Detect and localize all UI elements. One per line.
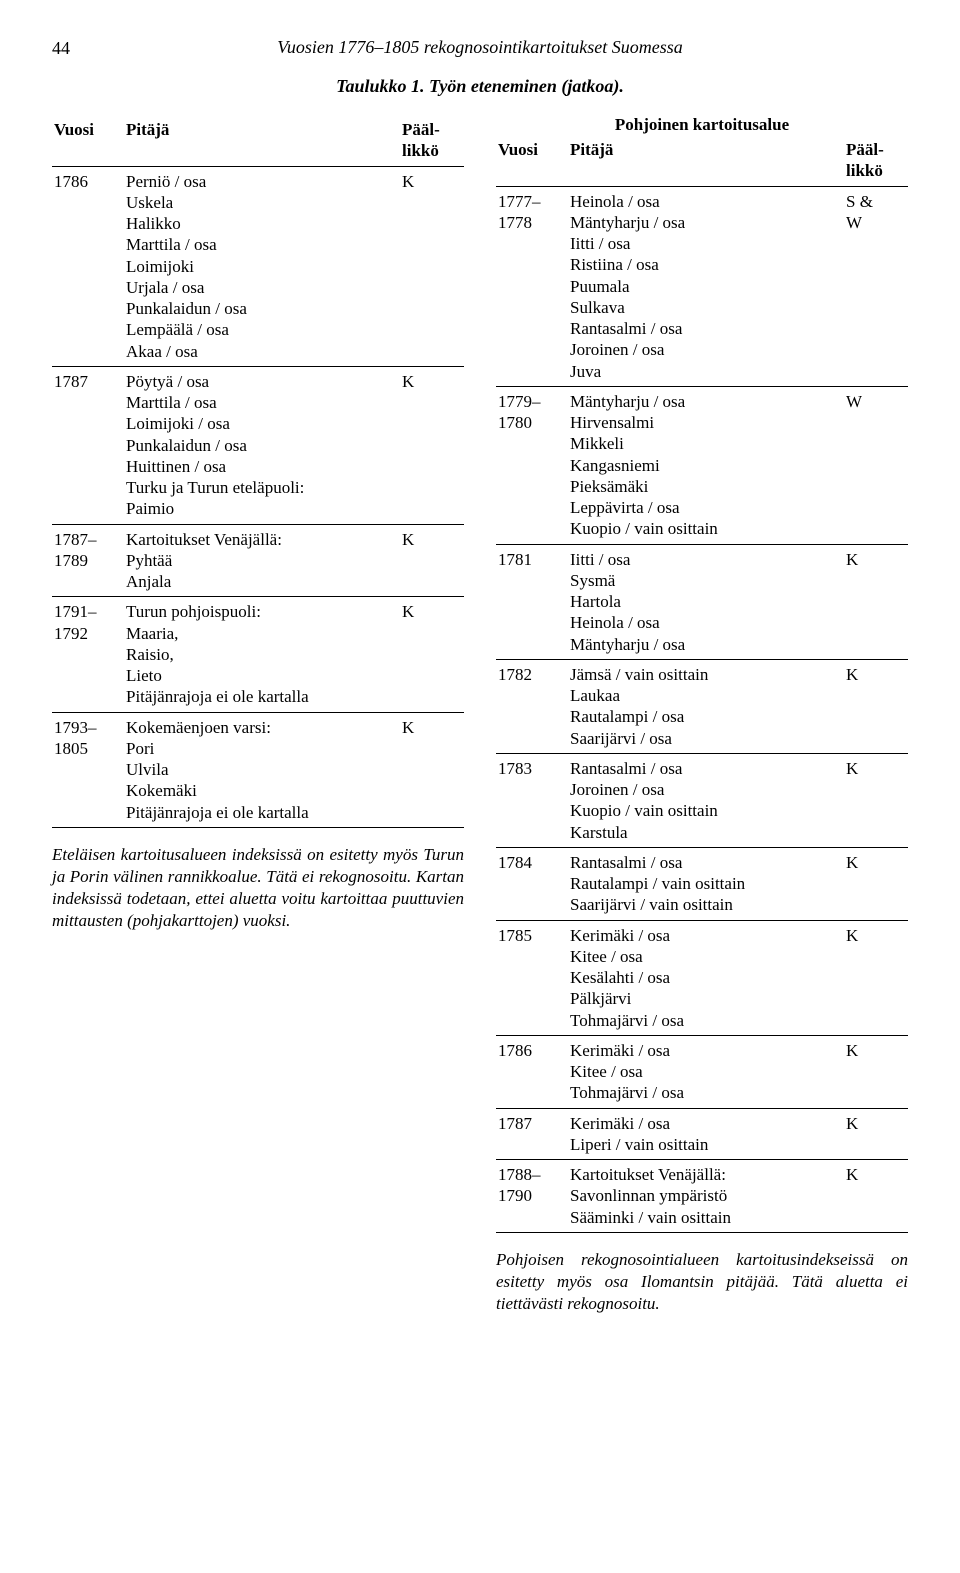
cell-paallikko: K [844,1160,908,1233]
cell-vuosi: 1787 [496,1108,568,1160]
left-table: Vuosi Pitäjä Pääl-likkö 1786Perniö / osa… [52,115,464,828]
cell-vuosi: 1783 [496,753,568,847]
page-header: 44 Vuosien 1776–1805 rekognosointikartoi… [52,38,908,58]
col-header-paallikko: Pääl-likkö [400,115,464,166]
cell-pitaja: Jämsä / vain osittainLaukaaRautalampi / … [568,659,844,753]
cell-vuosi: 1786 [496,1035,568,1108]
table-caption: Taulukko 1. Työn eteneminen (jatkoa). [52,76,908,97]
cell-paallikko: K [844,1108,908,1160]
cell-pitaja: Kerimäki / osaKitee / osaKesälahti / osa… [568,920,844,1035]
cell-pitaja: Mäntyharju / osaHirvensalmiMikkeliKangas… [568,386,844,544]
cell-paallikko: K [400,597,464,712]
cell-paallikko: K [844,920,908,1035]
cell-pitaja: Turun pohjoispuoli:Maaria,Raisio,LietoPi… [124,597,400,712]
cell-pitaja: Perniö / osaUskelaHalikkoMarttila / osaL… [124,166,400,366]
two-column-layout: Vuosi Pitäjä Pääl-likkö 1786Perniö / osa… [52,115,908,1327]
cell-vuosi: 1777–1778 [496,186,568,386]
cell-vuosi: 1793–1805 [52,712,124,827]
cell-vuosi: 1781 [496,544,568,659]
table-row: 1783Rantasalmi / osaJoroinen / osaKuopio… [496,753,908,847]
table-row: 1787Pöytyä / osaMarttila / osaLoimijoki … [52,366,464,524]
cell-vuosi: 1785 [496,920,568,1035]
col-header-pitaja: Pitäjä [124,115,400,166]
cell-paallikko: K [844,753,908,847]
cell-vuosi: 1779–1780 [496,386,568,544]
cell-vuosi: 1788–1790 [496,1160,568,1233]
left-note: Eteläisen kartoitusalueen indeksissä on … [52,844,464,932]
cell-pitaja: Iitti / osaSysmäHartolaHeinola / osaMänt… [568,544,844,659]
cell-pitaja: Pöytyä / osaMarttila / osaLoimijoki / os… [124,366,400,524]
cell-paallikko: K [844,1035,908,1108]
table-row: 1793–1805Kokemäenjoen varsi:PoriUlvilaKo… [52,712,464,827]
page-number: 44 [52,38,70,59]
right-heading: Pohjoinen kartoitusalue [496,115,908,135]
cell-pitaja: Heinola / osaMäntyharju / osaIitti / osa… [568,186,844,386]
cell-pitaja: Rantasalmi / osaRautalampi / vain ositta… [568,847,844,920]
cell-paallikko: S &W [844,186,908,386]
cell-pitaja: Kokemäenjoen varsi:PoriUlvilaKokemäkiPit… [124,712,400,827]
cell-paallikko: K [844,847,908,920]
right-note: Pohjoisen rekognosointialueen kartoitusi… [496,1249,908,1315]
cell-paallikko: K [844,544,908,659]
cell-vuosi: 1787 [52,366,124,524]
table-row: 1785Kerimäki / osaKitee / osaKesälahti /… [496,920,908,1035]
table-row: 1779–1780Mäntyharju / osaHirvensalmiMikk… [496,386,908,544]
right-column: Pohjoinen kartoitusalue Vuosi Pitäjä Pää… [496,115,908,1327]
cell-paallikko: K [400,524,464,597]
cell-vuosi: 1784 [496,847,568,920]
cell-paallikko: K [400,166,464,366]
table-row: 1788–1790Kartoitukset Venäjällä:Savonlin… [496,1160,908,1233]
cell-pitaja: Kartoitukset Venäjällä:PyhtääAnjala [124,524,400,597]
table-row: 1777–1778Heinola / osaMäntyharju / osaIi… [496,186,908,386]
cell-vuosi: 1782 [496,659,568,753]
cell-pitaja: Kerimäki / osaKitee / osaTohmajärvi / os… [568,1035,844,1108]
table-row: 1787Kerimäki / osaLiperi / vain osittain… [496,1108,908,1160]
cell-vuosi: 1786 [52,166,124,366]
running-title: Vuosien 1776–1805 rekognosointikartoituk… [52,37,908,58]
right-table: Vuosi Pitäjä Pääl-likkö 1777–1778Heinola… [496,135,908,1233]
col-header-pitaja: Pitäjä [568,135,844,186]
table-row: 1787–1789Kartoitukset Venäjällä:PyhtääAn… [52,524,464,597]
table-row: 1791–1792Turun pohjoispuoli:Maaria,Raisi… [52,597,464,712]
cell-paallikko: W [844,386,908,544]
table-row: 1781Iitti / osaSysmäHartolaHeinola / osa… [496,544,908,659]
cell-pitaja: Kerimäki / osaLiperi / vain osittain [568,1108,844,1160]
col-header-vuosi: Vuosi [496,135,568,186]
cell-paallikko: K [844,659,908,753]
cell-paallikko: K [400,366,464,524]
col-header-vuosi: Vuosi [52,115,124,166]
table-row: 1786Kerimäki / osaKitee / osaTohmajärvi … [496,1035,908,1108]
right-note-text: Pohjoisen rekognosointialueen kartoitusi… [496,1249,908,1315]
table-row: 1784Rantasalmi / osaRautalampi / vain os… [496,847,908,920]
cell-vuosi: 1787–1789 [52,524,124,597]
cell-pitaja: Kartoitukset Venäjällä:Savonlinnan ympär… [568,1160,844,1233]
left-column: Vuosi Pitäjä Pääl-likkö 1786Perniö / osa… [52,115,464,1327]
cell-paallikko: K [400,712,464,827]
cell-pitaja: Rantasalmi / osaJoroinen / osaKuopio / v… [568,753,844,847]
left-note-text: Eteläisen kartoitusalueen indeksissä on … [52,844,464,932]
cell-vuosi: 1791–1792 [52,597,124,712]
table-row: 1782Jämsä / vain osittainLaukaaRautalamp… [496,659,908,753]
table-row: 1786Perniö / osaUskelaHalikkoMarttila / … [52,166,464,366]
col-header-paallikko: Pääl-likkö [844,135,908,186]
